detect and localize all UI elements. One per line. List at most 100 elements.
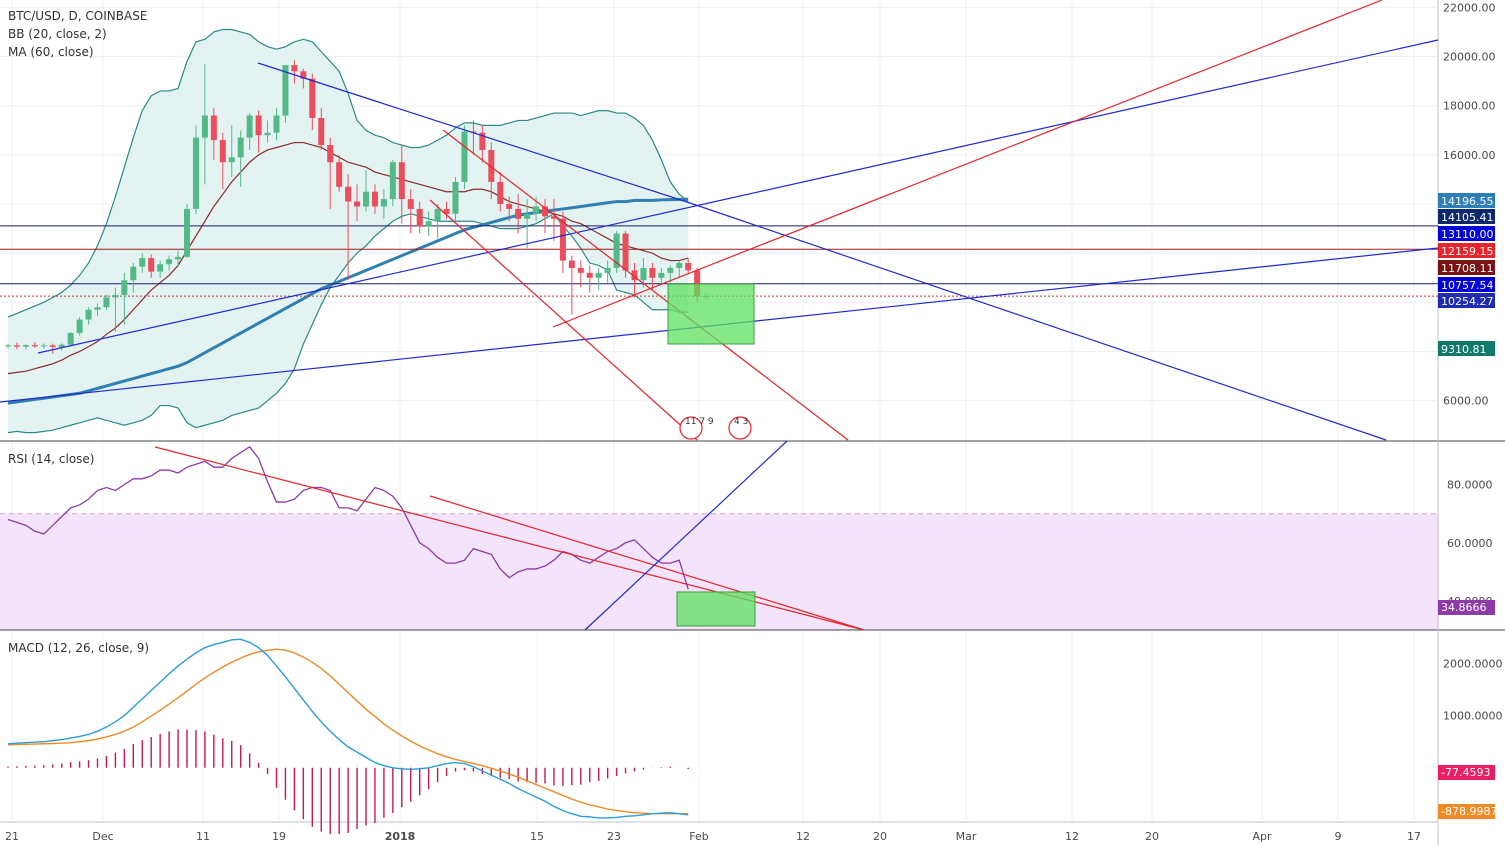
candle-body[interactable] bbox=[22, 345, 29, 347]
trend-line[interactable] bbox=[552, 0, 1383, 328]
candle-body[interactable] bbox=[586, 272, 593, 278]
candle-body[interactable] bbox=[550, 216, 557, 219]
candle-body[interactable] bbox=[613, 233, 620, 268]
candle-body[interactable] bbox=[506, 204, 513, 209]
candle-body[interactable] bbox=[685, 263, 692, 271]
rsi-title[interactable]: RSI (14, close) bbox=[8, 452, 94, 466]
price-tag-label: 10757.54 bbox=[1441, 279, 1494, 292]
event-marker[interactable]: 4 3 bbox=[728, 416, 752, 440]
candle-body[interactable] bbox=[76, 319, 83, 334]
candle-body[interactable] bbox=[327, 145, 334, 163]
candle-body[interactable] bbox=[85, 309, 92, 320]
event-marker[interactable]: 11 7 9 bbox=[679, 416, 714, 440]
candle-body[interactable] bbox=[524, 213, 531, 219]
candle-body[interactable] bbox=[667, 267, 674, 273]
trend-line[interactable] bbox=[689, 202, 1387, 441]
candle-body[interactable] bbox=[103, 297, 110, 308]
bb-indicator-label[interactable]: BB (20, close, 2) bbox=[8, 27, 107, 41]
target-box[interactable] bbox=[667, 283, 755, 345]
symbol-title[interactable]: BTC/USD, D, COINBASE bbox=[8, 9, 147, 23]
candle-body[interactable] bbox=[5, 345, 11, 347]
candle-body[interactable] bbox=[371, 191, 378, 207]
ma-indicator-label[interactable]: MA (60, close) bbox=[8, 45, 94, 59]
candle-body[interactable] bbox=[121, 280, 128, 295]
price-tags: 14196.55 14105.41 13110.00 12159.15 11708.11… bbox=[1438, 193, 1497, 819]
candle-body[interactable] bbox=[192, 137, 199, 209]
candle-body[interactable] bbox=[112, 294, 119, 298]
candle-body[interactable] bbox=[309, 78, 316, 118]
candle-body[interactable] bbox=[246, 115, 253, 138]
price-tag-label: 13110.00 bbox=[1441, 228, 1494, 241]
candle-body[interactable] bbox=[515, 208, 522, 219]
candle-body[interactable] bbox=[49, 345, 56, 348]
candle-body[interactable] bbox=[425, 221, 432, 227]
candle-body[interactable] bbox=[443, 208, 450, 214]
candle-body[interactable] bbox=[345, 186, 352, 202]
candle-body[interactable] bbox=[157, 264, 164, 272]
candle-body[interactable] bbox=[13, 345, 20, 347]
candle-body[interactable] bbox=[354, 201, 361, 207]
candle-body[interactable] bbox=[497, 181, 504, 205]
trend-line[interactable] bbox=[37, 39, 1439, 354]
candle-body[interactable] bbox=[67, 333, 74, 345]
candle-body[interactable] bbox=[658, 272, 665, 278]
trend-line[interactable] bbox=[429, 199, 698, 441]
candle-body[interactable] bbox=[694, 270, 701, 297]
candle-body[interactable] bbox=[604, 267, 611, 273]
candle-body[interactable] bbox=[416, 208, 423, 227]
candle-body[interactable] bbox=[166, 259, 173, 265]
candle-body[interactable] bbox=[264, 132, 271, 136]
candle-body[interactable] bbox=[533, 206, 540, 214]
price-tag-bg bbox=[1438, 243, 1495, 258]
trend-line[interactable] bbox=[257, 62, 691, 204]
candle-body[interactable] bbox=[201, 115, 208, 138]
candle-body[interactable] bbox=[542, 206, 548, 217]
candle-body[interactable] bbox=[389, 162, 396, 200]
macd-title[interactable]: MACD (12, 26, close, 9) bbox=[8, 641, 149, 655]
candle-body[interactable] bbox=[94, 307, 101, 310]
candle-body[interactable] bbox=[363, 191, 369, 207]
candle-body[interactable] bbox=[175, 256, 182, 260]
candle-body[interactable] bbox=[237, 137, 244, 158]
candle-body[interactable] bbox=[139, 258, 146, 267]
candle-body[interactable] bbox=[631, 270, 638, 281]
candle-body[interactable] bbox=[336, 162, 343, 187]
candle-body[interactable] bbox=[479, 132, 486, 150]
candle-body[interactable] bbox=[380, 199, 387, 207]
candle-body[interactable] bbox=[488, 149, 495, 182]
rsi-axis-label: 80.0000 bbox=[1447, 479, 1493, 492]
candle-body[interactable] bbox=[273, 115, 280, 133]
candle-body[interactable] bbox=[595, 272, 602, 278]
candle-body[interactable] bbox=[407, 199, 414, 209]
candlesticks[interactable] bbox=[5, 60, 710, 354]
candle-body[interactable] bbox=[398, 162, 405, 200]
candle-body[interactable] bbox=[622, 233, 629, 271]
candle-body[interactable] bbox=[452, 181, 459, 214]
candle-body[interactable] bbox=[228, 157, 235, 163]
candle-body[interactable] bbox=[219, 140, 226, 163]
candle-body[interactable] bbox=[282, 65, 289, 116]
candle-body[interactable] bbox=[577, 267, 584, 273]
candle-body[interactable] bbox=[676, 263, 683, 268]
trend-line[interactable] bbox=[442, 129, 849, 441]
candle-body[interactable] bbox=[184, 208, 190, 257]
candle-body[interactable] bbox=[148, 258, 155, 272]
candle-body[interactable] bbox=[58, 344, 65, 348]
candle-body[interactable] bbox=[291, 65, 298, 72]
candle-body[interactable] bbox=[649, 267, 656, 278]
candle-body[interactable] bbox=[210, 115, 217, 141]
candle-body[interactable] bbox=[130, 266, 137, 281]
candle-body[interactable] bbox=[461, 131, 468, 182]
candle-body[interactable] bbox=[40, 345, 47, 347]
candle-body[interactable] bbox=[255, 115, 262, 136]
candle-body[interactable] bbox=[559, 218, 566, 261]
candle-body[interactable] bbox=[640, 267, 647, 281]
candle-body[interactable] bbox=[318, 117, 325, 146]
drawings[interactable]: 11 7 9 4 3 bbox=[0, 0, 1439, 441]
candle-body[interactable] bbox=[300, 71, 307, 79]
candle-body[interactable] bbox=[470, 131, 477, 133]
candle-body[interactable] bbox=[568, 260, 575, 268]
candle-body[interactable] bbox=[434, 208, 441, 222]
candle-body[interactable] bbox=[31, 345, 38, 347]
